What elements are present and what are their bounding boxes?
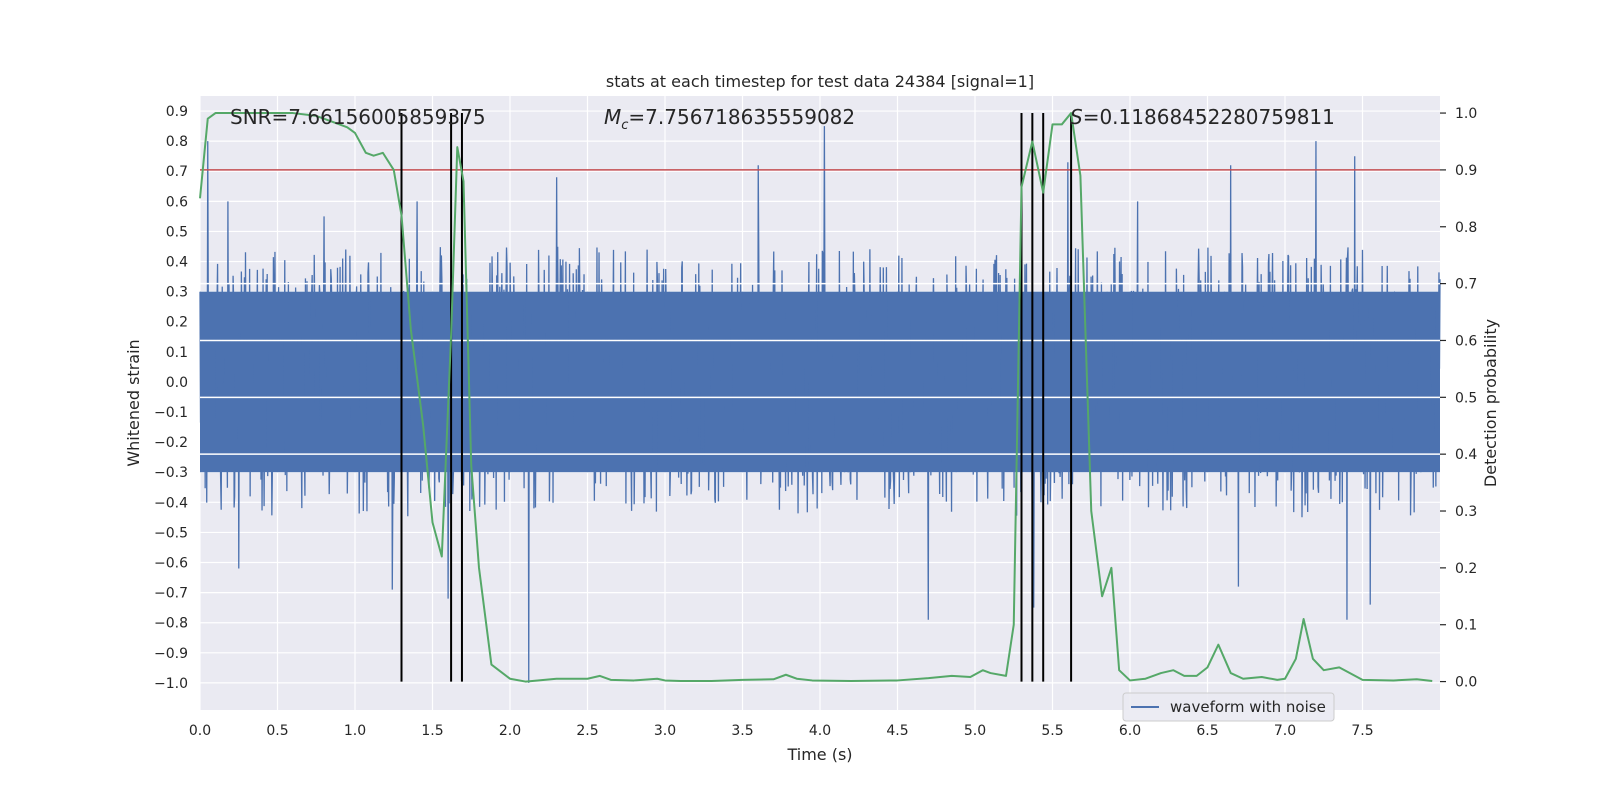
waveform-line [199, 126, 1441, 683]
y-left-tick-label: −0.4 [154, 495, 188, 511]
y-left-tick-label: −1.0 [154, 676, 188, 692]
y-right-tick-label: 0.4 [1455, 447, 1477, 463]
y-right-tick-label: 0.0 [1455, 675, 1477, 691]
y-left-tick-label: −0.3 [154, 465, 188, 481]
x-tick-label: 5.5 [1041, 723, 1063, 739]
detection-probability-layer [199, 112, 1433, 683]
y-right-tick-label: 0.6 [1455, 333, 1477, 349]
chirp-mass-symbol: M [604, 105, 621, 129]
y-left-tick-label: −0.5 [154, 525, 188, 541]
x-tick-label: 6.0 [1119, 723, 1141, 739]
y-left-tick-label: 0.5 [166, 224, 188, 240]
chirp-mass-subscript: c [621, 118, 628, 133]
y-left-tick-label: 0.6 [166, 194, 188, 210]
x-tick-label: 2.5 [576, 723, 598, 739]
y-left-tick-label: 0.2 [166, 315, 188, 331]
x-tick-label: 1.0 [344, 723, 366, 739]
y-right-tick-label: 1.0 [1455, 106, 1477, 122]
y-left-tick-label: −0.1 [154, 405, 188, 421]
waveform-series [199, 126, 1441, 683]
y-right-tick-label: 0.2 [1455, 561, 1477, 577]
x-tick-label: 4.5 [886, 723, 908, 739]
legend-label-waveform: waveform with noise [1170, 698, 1326, 716]
chirp-mass-value: =7.756718635559082 [628, 105, 855, 129]
tick-labels: 0.0 0.5 1.0 1.5 2.0 2.5 3.0 3.5 4.0 4.5 5.0 5.5 6.0 6… [154, 104, 1477, 739]
y-right-tick-label: 0.1 [1455, 618, 1477, 634]
x-tick-label: 7.0 [1274, 723, 1296, 739]
chirp-mass-annotation: Mc=7.756718635559082 [604, 105, 855, 133]
y-right-tick-label: 0.8 [1455, 220, 1477, 236]
x-tick-label: 0.5 [266, 723, 288, 739]
y-left-tick-label: 0.7 [166, 164, 188, 180]
chart-title: stats at each timestep for test data 243… [606, 72, 1034, 91]
y-left-tick-label: −0.8 [154, 616, 188, 632]
legend: waveform with noise [1122, 692, 1335, 722]
y-left-tick-label: −0.9 [154, 646, 188, 662]
x-tick-label: 3.0 [654, 723, 676, 739]
y-left-tick-label: 0.3 [166, 285, 188, 301]
x-tick-label: 0.0 [189, 723, 211, 739]
y-axis-label-right: Detection probability [1481, 319, 1500, 487]
y-left-tick-label: 0.0 [166, 375, 188, 391]
x-tick-label: 6.5 [1196, 723, 1218, 739]
y-left-tick-label: −0.7 [154, 586, 188, 602]
detection-probability-line [199, 112, 1433, 683]
x-tick-label: 3.5 [731, 723, 753, 739]
y-right-tick-label: 0.9 [1455, 163, 1477, 179]
y-left-tick-label: 0.1 [166, 345, 188, 361]
x-tick-label: 5.0 [964, 723, 986, 739]
legend-box [1122, 692, 1335, 722]
s-symbol: S [1070, 105, 1083, 129]
y-right-tick-label: 0.7 [1455, 277, 1477, 293]
x-tick-label: 4.0 [809, 723, 831, 739]
y-left-tick-label: 0.9 [166, 104, 188, 120]
y-right-tick-label: 0.5 [1455, 390, 1477, 406]
y-axis-label-left: Whitened strain [124, 339, 143, 466]
y-left-tick-label: 0.4 [166, 255, 188, 271]
x-tick-label: 2.0 [499, 723, 521, 739]
s-value: =0.11868452280759811 [1083, 105, 1335, 129]
s-annotation: S=0.11868452280759811 [1070, 105, 1335, 129]
y-left-tick-label: −0.2 [154, 435, 188, 451]
x-tick-label: 7.5 [1351, 723, 1373, 739]
snr-annotation: SNR=7.66156005859375 [230, 105, 486, 129]
y-left-tick-label: −0.6 [154, 556, 188, 572]
x-tick-label: 1.5 [421, 723, 443, 739]
x-axis-label: Time (s) [786, 745, 852, 764]
y-left-tick-label: 0.8 [166, 134, 188, 150]
y-right-tick-label: 0.3 [1455, 504, 1477, 520]
